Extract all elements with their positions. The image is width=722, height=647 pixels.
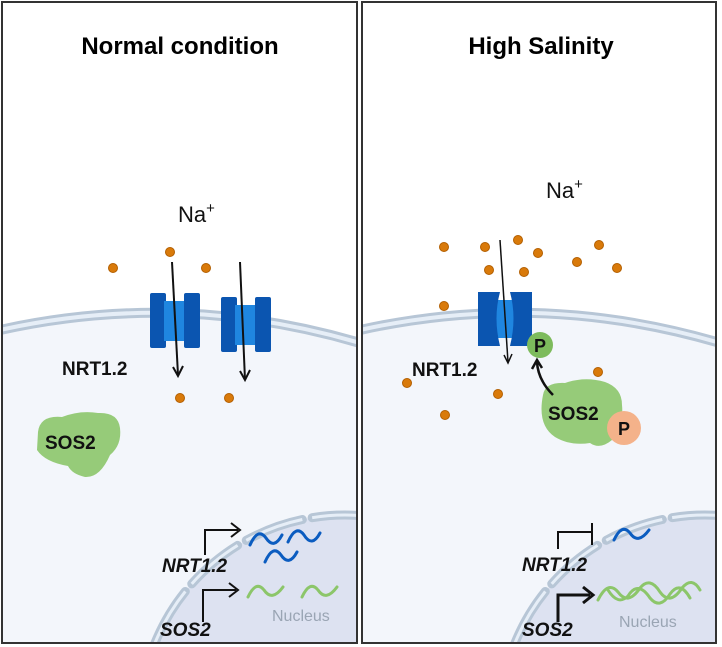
- nrt1-2-transporter-closed: [478, 292, 532, 346]
- panel-normal-condition: Normal condition Na+ NRT1.2 SOS2 NRT1.2 …: [3, 3, 357, 643]
- phosphorylation-arrow: [530, 357, 554, 396]
- nrt1-2-repression-marker: [557, 523, 593, 549]
- sodium-ions: [402, 235, 622, 420]
- sos2-label: SOS2: [548, 404, 599, 425]
- sos2-protein: [37, 412, 121, 478]
- sodium-ions: [108, 247, 234, 403]
- sos2-mrna: [596, 581, 702, 605]
- gene-nrt1-2-label: NRT1.2: [162, 556, 228, 577]
- sos2-protein: [541, 379, 623, 446]
- gene-nrt1-2-label: NRT1.2: [522, 555, 588, 576]
- nrt1-2-mrna: [612, 527, 651, 542]
- nrt1-2-promoter-arrow: [204, 522, 242, 555]
- ion-influx-arrow: [171, 261, 251, 383]
- nrt1-2-transporter: [221, 297, 271, 352]
- nucleus: [155, 515, 357, 643]
- panel-high-salinity: P SOS2 P High Salinity Na+ NRT1.2 NRT1.2…: [363, 3, 716, 643]
- phosphate-on-sos2: [607, 411, 641, 445]
- gene-sos2-label: SOS2: [522, 620, 573, 641]
- panel-title: High Salinity: [468, 33, 614, 60]
- sos2-promoter-arrow: [202, 582, 240, 622]
- phospho-label: P: [534, 336, 546, 356]
- gene-sos2-label: SOS2: [160, 620, 211, 641]
- nrt1-2-transporter: [150, 293, 200, 348]
- panel-border: [361, 1, 717, 644]
- nucleus-label: Nucleus: [619, 614, 677, 631]
- panel-title: Normal condition: [81, 33, 278, 60]
- nucleus: [515, 515, 716, 643]
- transporter-label: NRT1.2: [62, 359, 127, 380]
- sodium-label: Na+: [546, 176, 583, 203]
- sos2-promoter-arrow: [556, 585, 596, 622]
- sos2-mrna: [246, 584, 339, 599]
- sos2-label: SOS2: [45, 433, 96, 454]
- panel-border: [1, 1, 358, 644]
- transporter-label: NRT1.2: [412, 360, 477, 381]
- nucleus-label: Nucleus: [272, 608, 330, 625]
- kinase-phospho-label: P: [618, 419, 630, 439]
- nrt1-2-mrna: [248, 529, 322, 564]
- ion-influx-arrow: [499, 239, 513, 365]
- sodium-label: Na+: [178, 200, 215, 227]
- phosphate-on-nrt1-2: [527, 332, 553, 358]
